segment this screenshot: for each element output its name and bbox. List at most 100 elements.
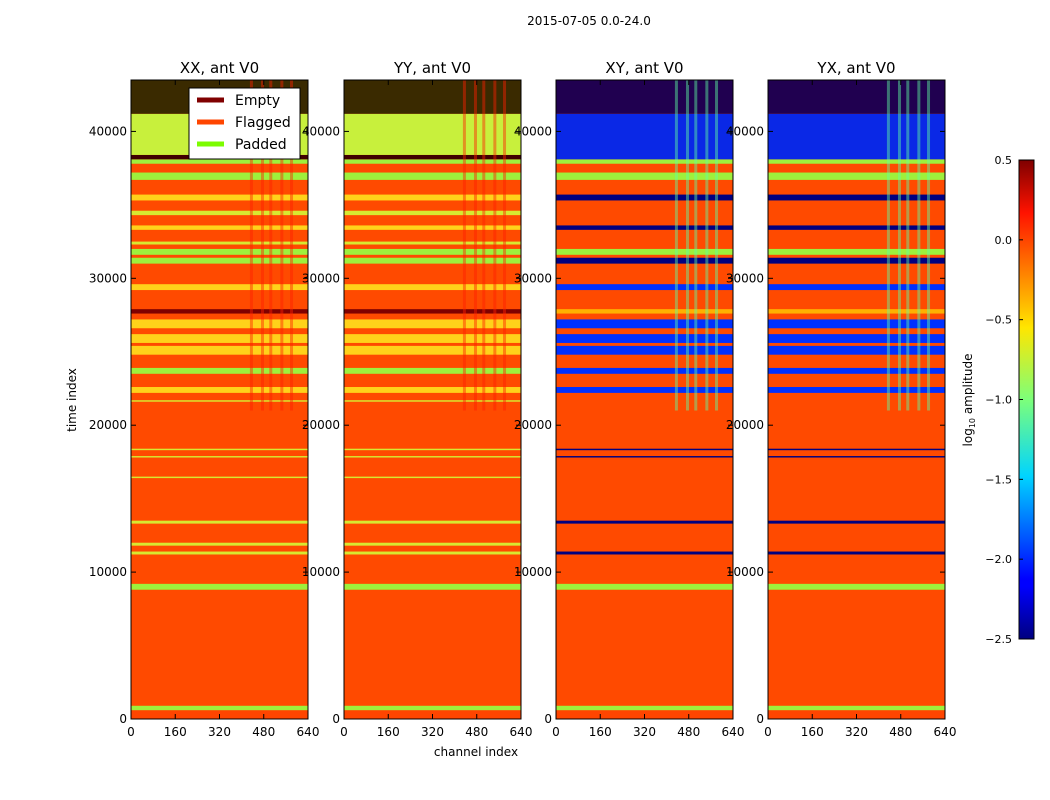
data-band <box>131 241 308 245</box>
colorbar-label-main: log <box>961 428 975 446</box>
data-band <box>344 309 521 314</box>
data-band <box>768 159 945 164</box>
colorbar-tick-label: −2.5 <box>985 633 1012 646</box>
panel-4: YX, ant V0 0 160 320 480 640 0 10000 20000 30000 4… <box>726 59 957 739</box>
data-band <box>344 476 521 479</box>
data-band <box>556 456 733 458</box>
panel-3: XY, ant V0 0 160 320 480 640 0 10000 20000 30000 4… <box>514 59 745 739</box>
data-band <box>344 520 521 524</box>
y-axis-label: time index <box>65 368 79 432</box>
y-tick-label: 0 <box>544 712 552 726</box>
data-band <box>131 542 308 546</box>
x-tick-label: 0 <box>340 725 348 739</box>
data-band <box>556 520 733 524</box>
y-tick-label: 30000 <box>89 271 127 285</box>
legend: Empty Flagged Padded <box>188 87 301 160</box>
channel-streak <box>906 80 910 411</box>
y-tick-label: 40000 <box>726 124 764 138</box>
panel-background <box>768 80 945 719</box>
y-tick-label: 30000 <box>514 271 552 285</box>
x-tick-label: 640 <box>934 725 957 739</box>
x-tick-label: 640 <box>722 725 745 739</box>
channel-streak <box>260 80 264 411</box>
data-band <box>344 456 521 458</box>
data-band <box>131 551 308 555</box>
data-band <box>344 367 521 374</box>
colorbar: 0.5 0.0 −0.5 −1.0 −1.5 −2.0 −2.5 log10 amplitud… <box>961 154 1035 646</box>
data-band <box>344 387 521 393</box>
y-tick-label: 30000 <box>726 271 764 285</box>
channel-streak <box>927 80 931 411</box>
x-tick-label: 480 <box>252 725 275 739</box>
data-band <box>131 705 308 711</box>
colorbar-tick-label: 0.0 <box>995 234 1013 247</box>
colorbar-tick-label: −1.5 <box>985 473 1012 486</box>
channel-streak <box>917 80 921 411</box>
y-tick-label: 40000 <box>89 124 127 138</box>
data-band <box>556 345 733 355</box>
data-band <box>768 257 945 264</box>
data-band <box>556 159 733 164</box>
data-band <box>131 159 308 164</box>
y-tick-label: 0 <box>332 712 340 726</box>
y-tick-label: 10000 <box>89 565 127 579</box>
data-band <box>344 210 521 216</box>
data-band <box>556 257 733 264</box>
data-band <box>556 113 733 160</box>
channel-streak <box>269 80 273 411</box>
data-band <box>131 476 308 479</box>
x-tick-label: 160 <box>164 725 187 739</box>
panel-background <box>344 80 521 719</box>
channel-streak <box>715 80 719 411</box>
data-band <box>344 400 521 402</box>
data-band <box>131 210 308 216</box>
panel-background <box>556 80 733 719</box>
data-band <box>556 172 733 180</box>
channel-streak <box>249 80 253 411</box>
data-band <box>344 225 521 230</box>
channel-streak <box>503 80 507 411</box>
data-band <box>131 345 308 355</box>
colorbar-label-sub: 10 <box>968 418 977 428</box>
data-band <box>768 319 945 329</box>
data-band <box>131 387 308 393</box>
data-band <box>556 705 733 711</box>
data-band <box>344 542 521 546</box>
colorbar-label: log10 amplitude <box>961 354 977 447</box>
channel-streak <box>493 80 497 411</box>
data-band <box>131 583 308 590</box>
colorbar-tick-label: −2.0 <box>985 553 1012 566</box>
data-band <box>556 319 733 329</box>
channel-streak <box>685 80 689 411</box>
channel-streak <box>674 80 678 411</box>
x-tick-label: 480 <box>465 725 488 739</box>
channel-streak <box>290 80 294 411</box>
data-band <box>131 194 308 201</box>
data-band <box>768 309 945 314</box>
x-tick-label: 480 <box>677 725 700 739</box>
data-band <box>768 113 945 160</box>
data-band <box>768 456 945 458</box>
channel-streak <box>897 80 901 411</box>
data-band <box>344 241 521 245</box>
panels-group: XX, ant V0 0 160 320 480 640 0 10000 20000 30000 4… <box>89 59 957 739</box>
data-band <box>556 583 733 590</box>
y-tick-label: 40000 <box>514 124 552 138</box>
channel-streak <box>886 80 890 411</box>
data-band <box>131 257 308 264</box>
x-tick-label: 640 <box>297 725 320 739</box>
colorbar-label-tail: amplitude <box>961 354 975 418</box>
figure-suptitle: 2015-07-05 0.0-24.0 <box>527 14 651 28</box>
x-tick-label: 480 <box>889 725 912 739</box>
data-band <box>344 705 521 711</box>
channel-streak <box>694 80 698 411</box>
data-band <box>344 448 521 451</box>
y-tick-label: 20000 <box>726 418 764 432</box>
y-tick-label: 20000 <box>89 418 127 432</box>
data-band <box>344 248 521 255</box>
data-band <box>131 456 308 458</box>
y-tick-label: 10000 <box>726 565 764 579</box>
data-band <box>556 334 733 343</box>
legend-label: Flagged <box>235 115 291 131</box>
